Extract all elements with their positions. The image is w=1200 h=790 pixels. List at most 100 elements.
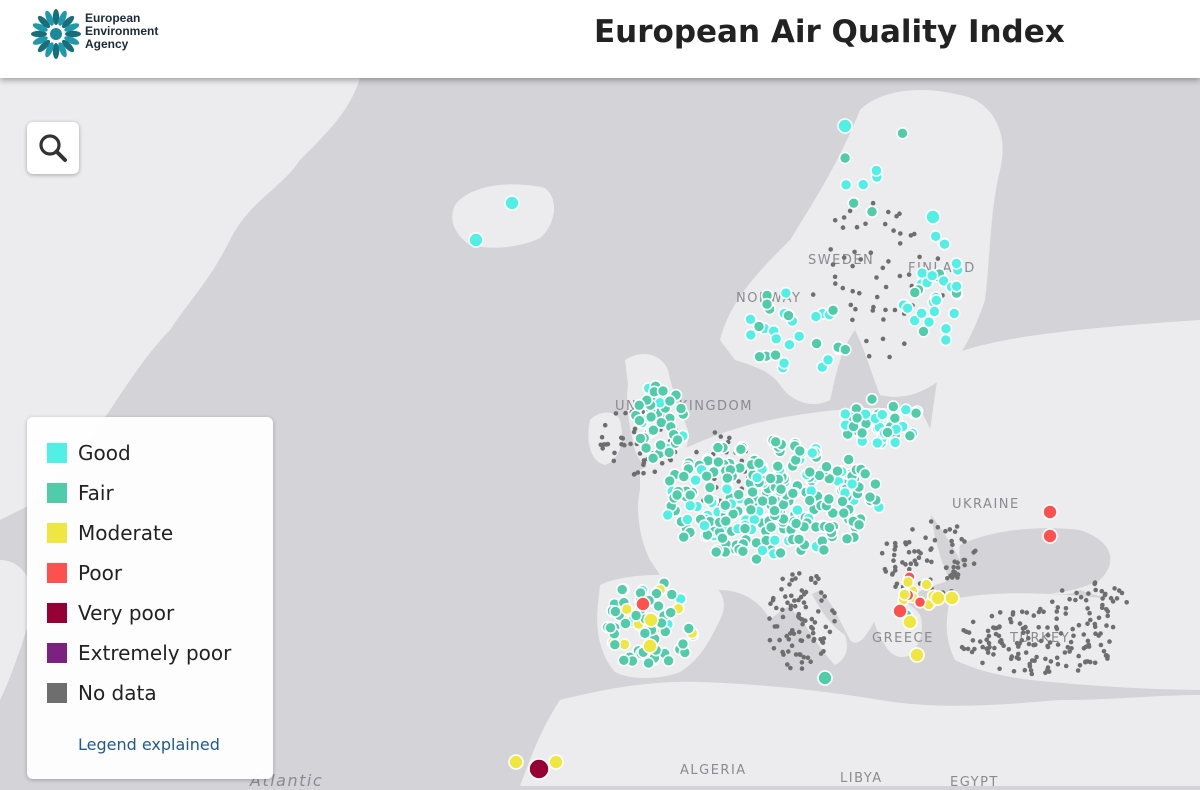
station-marker[interactable] xyxy=(986,640,992,646)
station-marker[interactable] xyxy=(987,644,992,650)
station-marker[interactable] xyxy=(736,479,741,484)
station-marker[interactable] xyxy=(631,429,637,435)
station-marker[interactable] xyxy=(938,237,951,251)
station-marker[interactable] xyxy=(1077,663,1083,668)
station-marker[interactable] xyxy=(858,257,863,262)
station-marker[interactable] xyxy=(792,603,798,609)
station-marker[interactable] xyxy=(809,624,814,630)
station-marker[interactable] xyxy=(1065,644,1071,650)
station-marker[interactable] xyxy=(800,621,805,627)
station-marker[interactable] xyxy=(664,606,678,619)
station-marker[interactable] xyxy=(997,639,1003,644)
station-marker[interactable] xyxy=(809,310,823,323)
station-marker[interactable] xyxy=(744,503,758,517)
station-marker[interactable] xyxy=(805,655,811,660)
station-marker[interactable] xyxy=(756,494,769,508)
station-marker[interactable] xyxy=(1054,609,1060,614)
station-marker[interactable] xyxy=(656,384,670,398)
station-marker[interactable] xyxy=(850,411,864,425)
station-marker[interactable] xyxy=(1055,642,1061,647)
station-marker[interactable] xyxy=(929,559,934,565)
station-marker[interactable] xyxy=(703,481,717,494)
station-marker[interactable] xyxy=(1031,642,1036,648)
station-marker[interactable] xyxy=(977,639,983,644)
station-marker[interactable] xyxy=(871,436,884,450)
station-marker[interactable] xyxy=(930,590,946,606)
station-marker[interactable] xyxy=(853,306,858,312)
station-marker[interactable] xyxy=(955,572,961,577)
station-marker[interactable] xyxy=(882,566,888,572)
station-marker[interactable] xyxy=(1083,659,1088,664)
station-marker[interactable] xyxy=(832,274,838,280)
station-marker[interactable] xyxy=(841,215,847,220)
station-marker[interactable] xyxy=(914,561,919,567)
station-marker[interactable] xyxy=(786,486,800,500)
station-marker[interactable] xyxy=(986,633,992,639)
station-marker[interactable] xyxy=(1021,630,1026,636)
station-marker[interactable] xyxy=(468,232,484,248)
station-marker[interactable] xyxy=(881,426,894,439)
station-marker[interactable] xyxy=(620,436,626,441)
station-marker[interactable] xyxy=(1054,616,1059,621)
station-marker[interactable] xyxy=(637,451,643,456)
station-marker[interactable] xyxy=(816,576,821,582)
station-marker[interactable] xyxy=(984,637,989,642)
station-marker[interactable] xyxy=(891,558,896,563)
station-marker[interactable] xyxy=(893,568,898,573)
station-marker[interactable] xyxy=(801,600,807,605)
station-marker[interactable] xyxy=(1088,617,1093,623)
station-marker[interactable] xyxy=(980,644,985,650)
station-marker[interactable] xyxy=(782,309,795,322)
station-marker[interactable] xyxy=(1017,621,1023,626)
station-marker[interactable] xyxy=(789,643,795,648)
station-marker[interactable] xyxy=(916,555,922,560)
station-marker[interactable] xyxy=(863,490,877,504)
station-marker[interactable] xyxy=(1054,655,1060,661)
station-marker[interactable] xyxy=(947,527,953,532)
station-marker[interactable] xyxy=(1045,643,1050,649)
station-marker[interactable] xyxy=(796,615,802,620)
station-marker[interactable] xyxy=(850,317,855,323)
station-marker[interactable] xyxy=(1107,639,1112,644)
station-marker[interactable] xyxy=(641,470,646,476)
station-marker[interactable] xyxy=(601,442,607,447)
station-marker[interactable] xyxy=(797,571,802,576)
station-marker[interactable] xyxy=(1034,654,1039,660)
station-marker[interactable] xyxy=(767,637,773,643)
station-marker[interactable] xyxy=(898,588,911,601)
station-marker[interactable] xyxy=(1081,632,1087,637)
station-marker[interactable] xyxy=(721,471,734,485)
station-marker[interactable] xyxy=(822,492,836,506)
station-marker[interactable] xyxy=(1105,609,1111,614)
station-marker[interactable] xyxy=(799,666,805,671)
station-marker[interactable] xyxy=(1070,626,1075,632)
station-marker[interactable] xyxy=(961,557,966,563)
station-marker[interactable] xyxy=(992,645,997,651)
station-marker[interactable] xyxy=(886,400,900,413)
station-marker[interactable] xyxy=(1087,610,1092,616)
station-marker[interactable] xyxy=(779,286,793,300)
station-marker[interactable] xyxy=(925,269,939,283)
station-marker[interactable] xyxy=(652,599,665,613)
station-marker[interactable] xyxy=(902,341,907,347)
station-marker[interactable] xyxy=(1076,622,1082,628)
station-marker[interactable] xyxy=(837,506,851,520)
station-marker[interactable] xyxy=(864,338,869,344)
station-marker[interactable] xyxy=(793,652,799,657)
station-marker[interactable] xyxy=(1103,591,1108,597)
station-marker[interactable] xyxy=(700,469,714,483)
station-marker[interactable] xyxy=(1008,619,1014,625)
station-marker[interactable] xyxy=(803,465,817,479)
station-marker[interactable] xyxy=(971,561,977,566)
station-marker[interactable] xyxy=(769,332,783,346)
station-marker[interactable] xyxy=(909,647,925,663)
station-marker[interactable] xyxy=(821,636,827,641)
station-marker[interactable] xyxy=(944,565,949,570)
station-marker[interactable] xyxy=(801,654,807,660)
legend-explained-link[interactable]: Legend explained xyxy=(78,735,220,754)
station-marker[interactable] xyxy=(785,662,790,667)
station-marker[interactable] xyxy=(1083,597,1089,603)
station-marker[interactable] xyxy=(760,297,774,311)
station-marker[interactable] xyxy=(1048,659,1054,664)
station-marker[interactable] xyxy=(868,250,874,255)
